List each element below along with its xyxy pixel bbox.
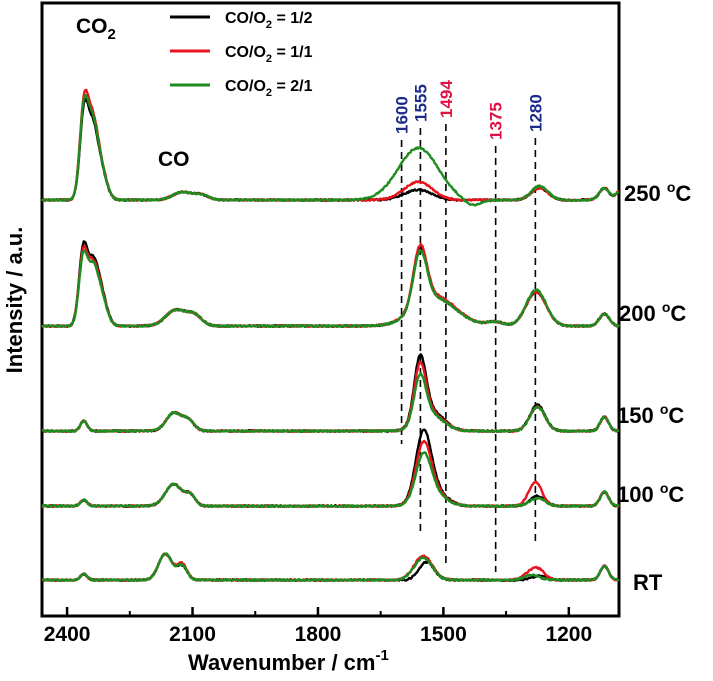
co-annotation: CO <box>158 148 190 171</box>
temperature-label: 200 oC <box>619 299 686 326</box>
spectrum-line <box>40 353 620 433</box>
spectrum-line <box>41 552 620 582</box>
legend-entry: CO/O2 = 1/2 <box>225 10 313 31</box>
spectrum-line <box>41 451 620 508</box>
temperature-labels: 250 oC 200 oC 150 oC 100 oC RT <box>617 179 691 595</box>
peak-label-1494: 1494 <box>437 80 456 118</box>
legend-entry: CO/O2 = 1/1 <box>225 44 313 65</box>
y-axis-title: Intensity / a.u. <box>2 227 27 374</box>
legend-entry: CO/O2 = 2/1 <box>225 78 313 99</box>
co2-annotation: CO2 <box>76 15 116 43</box>
spectrum-line <box>41 428 620 508</box>
plot-frame <box>40 1 621 618</box>
peak-marker-labels: 1600 1555 1494 1375 1280 <box>393 80 546 140</box>
spectrum-line <box>41 248 620 328</box>
legend: CO/O2 = 1/2 CO/O2 = 1/1 CO/O2 = 2/1 <box>170 10 313 99</box>
x-tick-label: 2100 <box>169 623 216 646</box>
x-tick-label: 1500 <box>420 623 467 646</box>
spectrum-line <box>41 242 621 328</box>
temperature-label: 100 oC <box>617 480 684 507</box>
x-tick-label: 1200 <box>545 623 592 646</box>
spectrum-line <box>41 371 620 433</box>
spectrum-line <box>41 240 620 328</box>
x-axis-ticks: 2400 2100 1800 1500 1200 <box>44 607 592 646</box>
x-tick-label: 2400 <box>44 623 91 646</box>
x-axis-title: Wavenumber / cm-1 <box>188 647 389 675</box>
peak-label-1600: 1600 <box>393 96 412 134</box>
temperature-label: RT <box>633 570 663 595</box>
spectrum-line <box>41 360 620 433</box>
x-tick-label: 1800 <box>295 623 342 646</box>
peak-label-1555: 1555 <box>411 84 430 122</box>
temperature-label: 150 oC <box>617 401 684 428</box>
peak-label-1280: 1280 <box>526 94 545 132</box>
spectra-lines <box>40 88 621 582</box>
peak-label-1375: 1375 <box>487 102 506 140</box>
temperature-label: 250 oC <box>624 179 691 206</box>
spectrum-line <box>41 93 620 207</box>
